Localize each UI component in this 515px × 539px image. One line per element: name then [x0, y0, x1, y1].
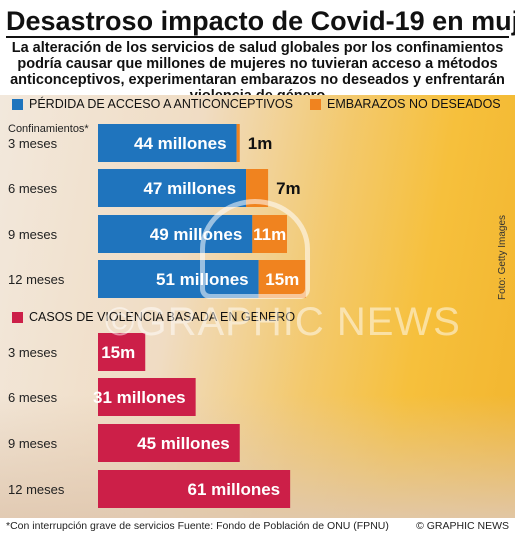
title-divider: [6, 36, 509, 38]
violence-bar: [98, 470, 291, 508]
category-label: 6 meses: [8, 181, 58, 196]
pregnancy-value-label: 1m: [248, 134, 273, 153]
legend-contraception: Pérdida de Acceso a Anticonceptivos: [12, 97, 293, 111]
legend-violence-label: Casos de Violencia Basada en Genero: [29, 310, 296, 324]
pregnancy-value-label: 7m: [276, 179, 301, 198]
watermark-text: ©GRAPHIC NEWS: [105, 300, 461, 344]
legend-pregnancy: Embarazos no deseados: [310, 97, 501, 111]
legend-swatch-blue: [12, 98, 23, 110]
legend-contraception-label: Pérdida de Acceso a Anticonceptivos: [29, 97, 293, 111]
category-label: 3 meses: [8, 136, 58, 151]
pregnancy-bar: [236, 124, 240, 162]
violence-bar: [98, 424, 240, 462]
contraception-value-label: 47 millones: [143, 179, 236, 198]
category-label: 9 meses: [8, 227, 58, 242]
violence-value-label: 61 millones: [188, 480, 281, 499]
contraception-bar: [98, 124, 237, 162]
legend-swatch-orange: [310, 98, 321, 110]
background-photo: [0, 95, 515, 518]
violence-bar: [98, 333, 146, 371]
category-label: 12 meses: [8, 482, 65, 497]
axis-title: Confinamientos*: [8, 123, 89, 135]
violence-value-label: 31 millones: [93, 388, 186, 407]
page-title: Desastroso impacto de Covid-19 en mujere…: [6, 6, 515, 36]
pregnancy-bar: [246, 169, 269, 207]
footer-note: *Con interrupción grave de servicios Fue…: [6, 520, 389, 532]
contraception-bar: [98, 169, 247, 207]
category-label: 6 meses: [8, 390, 58, 405]
category-label: 12 meses: [8, 272, 65, 287]
legend-violence: Casos de Violencia Basada en Genero: [12, 310, 295, 324]
footer-brand: © GRAPHIC NEWS: [416, 520, 509, 532]
watermark-logo: [200, 199, 310, 299]
legend-swatch-red: [12, 311, 23, 323]
contraception-value-label: 44 millones: [134, 134, 227, 153]
category-label: 9 meses: [8, 436, 58, 451]
violence-value-label: 15m: [101, 343, 135, 362]
legend-pregnancy-label: Embarazos no deseados: [327, 97, 501, 111]
violence-bar: [98, 378, 196, 416]
violence-value-label: 45 millones: [137, 434, 230, 453]
category-label: 3 meses: [8, 345, 58, 360]
